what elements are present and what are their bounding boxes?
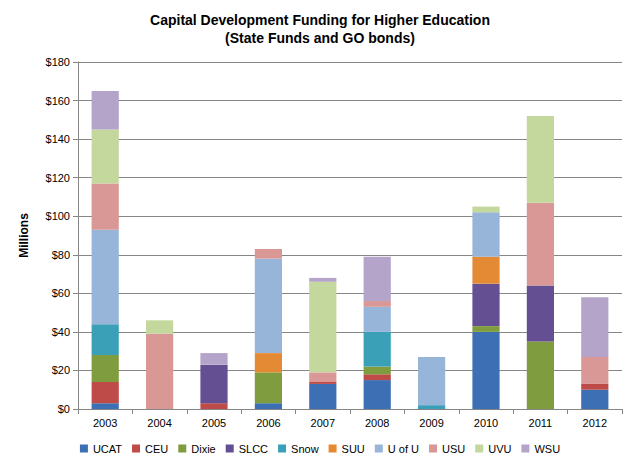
svg-text:SLCC: SLCC [239,443,268,455]
svg-text:2009: 2009 [419,417,443,429]
svg-text:$120: $120 [46,172,70,184]
svg-text:Capital Development Funding fo: Capital Development Funding for Higher E… [150,12,490,28]
svg-text:2010: 2010 [474,417,498,429]
svg-text:(State Funds and GO bonds): (State Funds and GO bonds) [225,30,415,46]
svg-text:WSU: WSU [534,443,560,455]
svg-text:2012: 2012 [583,417,607,429]
svg-text:$160: $160 [46,95,70,107]
svg-text:2007: 2007 [311,417,335,429]
svg-text:2006: 2006 [256,417,280,429]
svg-text:SUU: SUU [342,443,365,455]
svg-text:Snow: Snow [291,443,319,455]
svg-text:U of U: U of U [388,443,419,455]
svg-text:Dixie: Dixie [191,443,215,455]
svg-text:2005: 2005 [202,417,226,429]
svg-text:$140: $140 [46,133,70,145]
svg-text:$40: $40 [52,326,70,338]
svg-text:$0: $0 [58,403,70,415]
svg-text:$60: $60 [52,287,70,299]
svg-text:USU: USU [442,443,465,455]
svg-text:$100: $100 [46,210,70,222]
svg-text:$20: $20 [52,364,70,376]
svg-text:2003: 2003 [93,417,117,429]
svg-text:2004: 2004 [147,417,171,429]
svg-text:$80: $80 [52,249,70,261]
svg-text:2011: 2011 [529,417,553,429]
svg-text:2008: 2008 [365,417,389,429]
svg-text:$180: $180 [46,56,70,68]
svg-text:CEU: CEU [145,443,168,455]
svg-text:UCAT: UCAT [93,443,122,455]
svg-text:Millions: Millions [17,213,31,258]
svg-text:UVU: UVU [488,443,511,455]
